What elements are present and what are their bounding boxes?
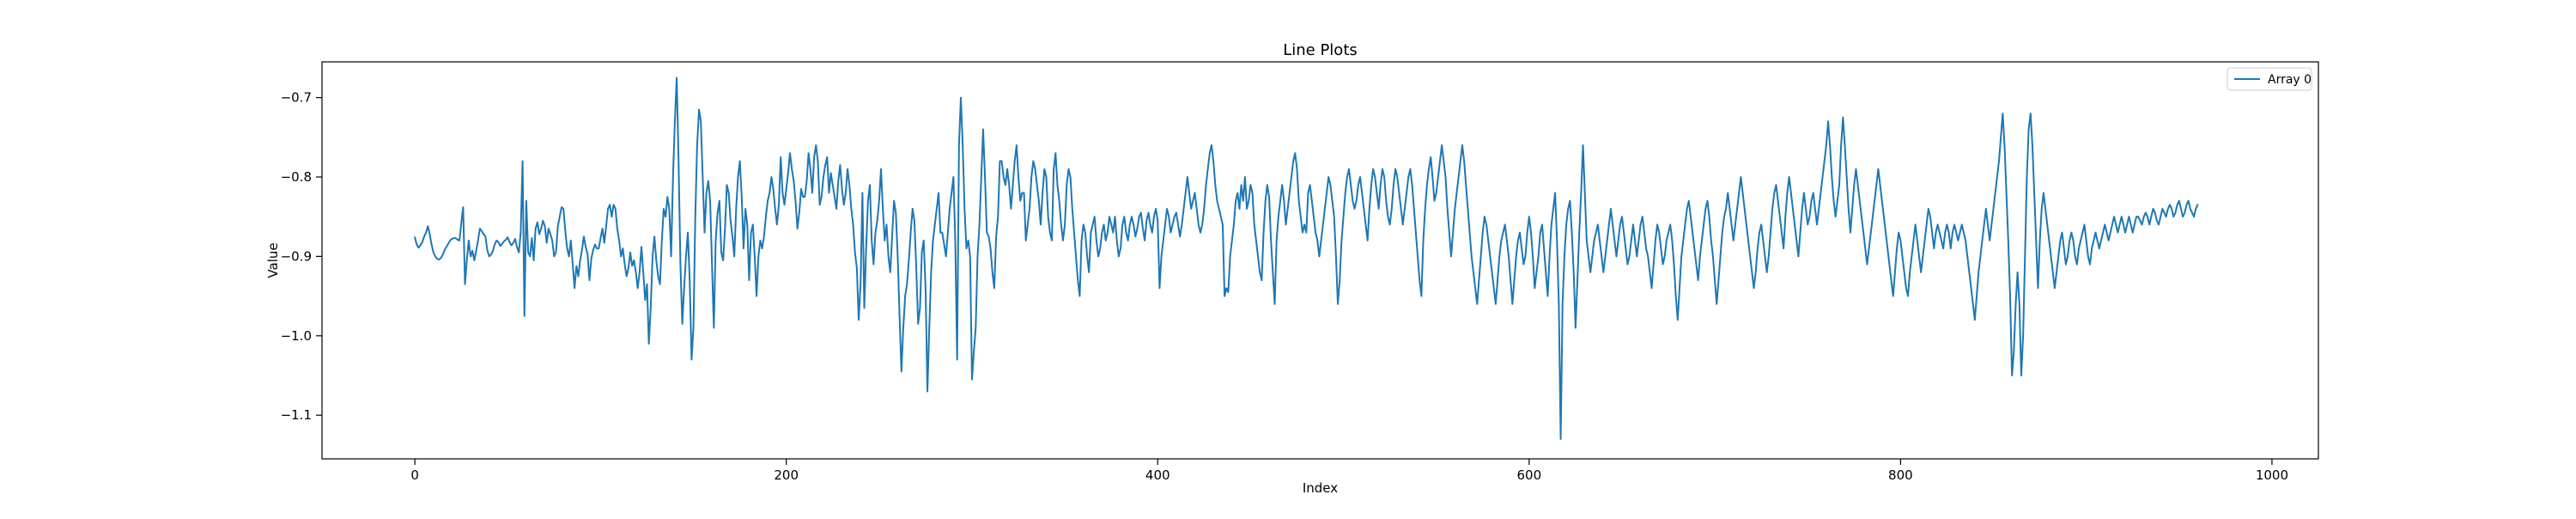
y-tick-label: −1.1 bbox=[281, 407, 312, 423]
x-tick-label: 800 bbox=[1888, 467, 1913, 483]
y-tick-label: −1.0 bbox=[281, 328, 312, 344]
x-tick-label: 0 bbox=[410, 467, 419, 483]
y-tick-label: −0.9 bbox=[281, 248, 312, 264]
legend-label-array-0: Array 0 bbox=[2268, 73, 2312, 87]
legend: Array 0 bbox=[2227, 67, 2312, 91]
legend-box bbox=[2227, 67, 2312, 91]
y-tick-label: −0.8 bbox=[281, 169, 312, 185]
y-axis-ticks: −1.1 −1.0 −0.9 −0.8 −0.7 bbox=[281, 90, 322, 423]
x-tick-label: 1000 bbox=[2256, 467, 2288, 483]
x-tick-label: 600 bbox=[1516, 467, 1541, 483]
chart-title: Line Plots bbox=[1283, 41, 1358, 59]
series-line-array-0 bbox=[414, 76, 2199, 440]
y-axis-title: Value bbox=[265, 242, 281, 278]
y-tick-label: −0.7 bbox=[281, 90, 312, 106]
plot-frame bbox=[321, 61, 2319, 460]
x-axis-title: Index bbox=[1303, 480, 1338, 496]
x-axis-ticks: 0 200 400 600 800 1000 bbox=[410, 459, 2288, 483]
x-tick-label: 400 bbox=[1145, 467, 1170, 483]
x-tick-label: 200 bbox=[774, 467, 799, 483]
plot-area bbox=[322, 62, 2318, 459]
